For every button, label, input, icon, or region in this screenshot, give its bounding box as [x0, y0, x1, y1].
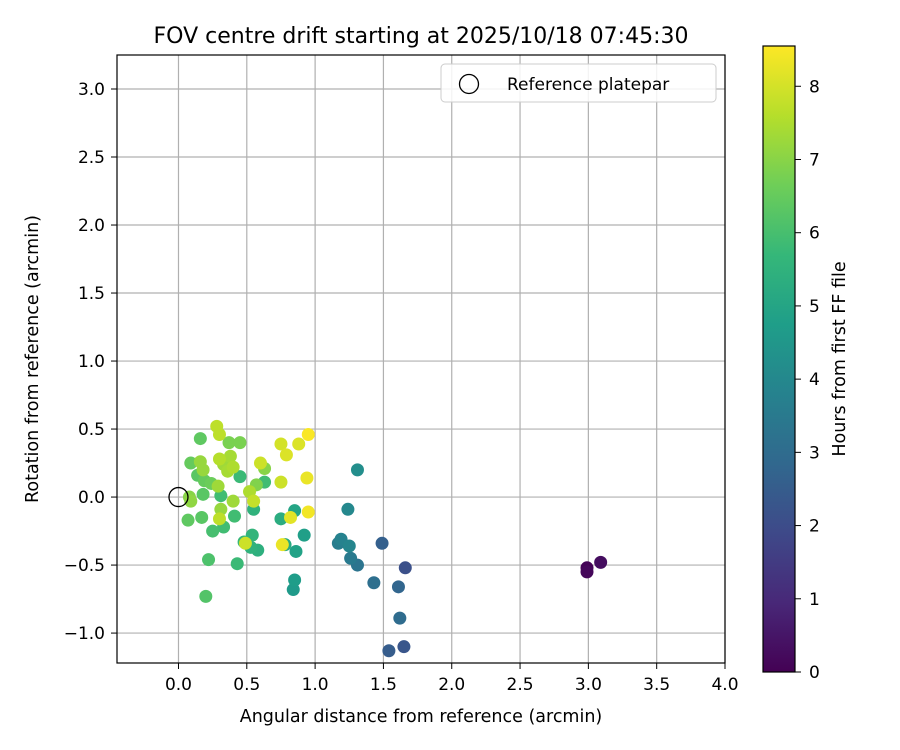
data-point-67 — [238, 536, 252, 550]
y-tick-label-8: 3.0 — [78, 80, 105, 100]
x-tick-label-2: 1.0 — [302, 675, 329, 695]
data-point-47 — [233, 436, 247, 450]
y-tick-label-6: 2.0 — [78, 216, 105, 236]
plot-frame — [116, 54, 726, 664]
colorbar-tick-label-7: 7 — [809, 150, 820, 170]
data-point-22 — [274, 512, 288, 526]
data-point-60 — [226, 460, 240, 474]
data-point-15 — [341, 502, 355, 516]
colorbar-ticks: 0 1 2 3 4 5 6 7 8 — [795, 77, 820, 683]
data-point-29 — [230, 557, 244, 571]
data-point-51 — [184, 494, 198, 508]
data-point-33 — [202, 553, 216, 567]
grid-lines — [117, 55, 726, 663]
data-point-68 — [253, 456, 267, 470]
x-tick-label-3: 1.5 — [370, 675, 397, 695]
data-point-30 — [228, 509, 242, 523]
x-tick-label-6: 3.0 — [575, 675, 602, 695]
colorbar-tick-label-6: 6 — [809, 224, 820, 244]
data-point-38 — [195, 510, 209, 524]
data-point-18 — [288, 573, 302, 587]
y-tick-label-3: 0.5 — [78, 420, 105, 440]
x-axis-label: Angular distance from reference (arcmin) — [240, 707, 603, 727]
data-point-74 — [275, 538, 289, 552]
data-point-46 — [222, 436, 236, 450]
data-point-4 — [382, 644, 396, 658]
data-point-39 — [181, 513, 195, 527]
x-tick-label-1: 0.5 — [233, 675, 260, 695]
colorbar-frame — [762, 45, 796, 673]
data-point-40 — [196, 487, 210, 501]
y-tick-label-5: 1.5 — [78, 284, 105, 304]
y-tick-label-1: −0.5 — [64, 556, 105, 576]
legend-box — [440, 63, 717, 103]
data-point-9 — [367, 576, 381, 590]
y-tick-label-7: 2.5 — [78, 148, 105, 168]
data-point-54 — [211, 479, 225, 493]
x-tick-label-4: 2.0 — [438, 675, 465, 695]
data-point-62 — [212, 452, 226, 466]
y-axis-label: Rotation from reference (arcmin) — [23, 215, 43, 503]
data-point-72 — [292, 437, 306, 451]
x-tick-label-8: 4.0 — [711, 675, 738, 695]
data-point-11 — [344, 551, 358, 565]
data-point-66 — [247, 494, 261, 508]
data-point-53 — [193, 455, 207, 469]
y-axis: −1.0 −0.5 0.0 0.5 1.0 1.5 2.0 2.5 3.0 — [64, 80, 117, 644]
x-tick-label-0: 0.0 — [165, 675, 192, 695]
data-point-32 — [206, 524, 220, 538]
chart-title: FOV centre drift starting at 2025/10/18 … — [154, 24, 689, 49]
data-point-55 — [214, 502, 228, 516]
data-point-19 — [297, 528, 311, 542]
data-point-42 — [184, 456, 198, 470]
data-point-7 — [391, 580, 405, 594]
x-tick-label-7: 3.5 — [643, 675, 670, 695]
data-points — [181, 419, 608, 658]
data-point-20 — [289, 544, 303, 558]
legend-entry-reference-platepar: Reference platepar — [507, 75, 669, 95]
data-point-17 — [286, 583, 300, 597]
data-point-70 — [274, 437, 288, 451]
x-axis: 0.0 0.5 1.0 1.5 2.0 2.5 3.0 3.5 4.0 — [165, 663, 739, 695]
colorbar-tick-label-8: 8 — [809, 77, 820, 97]
data-point-16 — [350, 463, 364, 477]
data-point-14 — [342, 539, 356, 553]
data-point-65 — [212, 512, 226, 526]
data-point-34 — [199, 589, 213, 603]
data-point-71 — [279, 448, 293, 462]
data-point-3 — [397, 640, 411, 654]
data-point-75 — [300, 471, 314, 485]
data-point-36 — [233, 470, 247, 484]
x-tick-label-5: 2.5 — [507, 675, 534, 695]
y-tick-label-2: 0.0 — [78, 488, 105, 508]
colorbar-tick-label-5: 5 — [809, 297, 820, 317]
data-point-2 — [594, 555, 608, 569]
data-point-73 — [284, 510, 298, 524]
legend-marker-icon — [458, 73, 480, 95]
data-point-69 — [274, 475, 288, 489]
data-point-41 — [193, 432, 207, 446]
legend: Reference platepar — [440, 63, 717, 103]
data-point-1 — [580, 565, 594, 579]
reference-platepar-marker — [168, 486, 189, 508]
colorbar: 0 1 2 3 4 5 6 7 8 Hours from first FF file — [762, 45, 850, 683]
data-point-5 — [398, 561, 412, 575]
data-point-76 — [301, 505, 315, 519]
data-point-64 — [212, 427, 226, 441]
colorbar-tick-label-2: 2 — [809, 517, 820, 537]
data-point-77 — [301, 427, 315, 441]
colorbar-tick-label-4: 4 — [809, 370, 820, 390]
colorbar-tick-label-0: 0 — [809, 663, 820, 683]
colorbar-label: Hours from first FF file — [830, 261, 850, 456]
colorbar-gradient — [763, 46, 795, 672]
data-point-57 — [223, 449, 237, 463]
data-point-8 — [393, 611, 407, 625]
data-point-6 — [375, 536, 389, 550]
y-tick-label-0: −1.0 — [64, 624, 105, 644]
colorbar-tick-label-3: 3 — [809, 443, 820, 463]
colorbar-tick-label-1: 1 — [809, 590, 820, 610]
data-point-58 — [226, 494, 240, 508]
y-tick-label-4: 1.0 — [78, 352, 105, 372]
